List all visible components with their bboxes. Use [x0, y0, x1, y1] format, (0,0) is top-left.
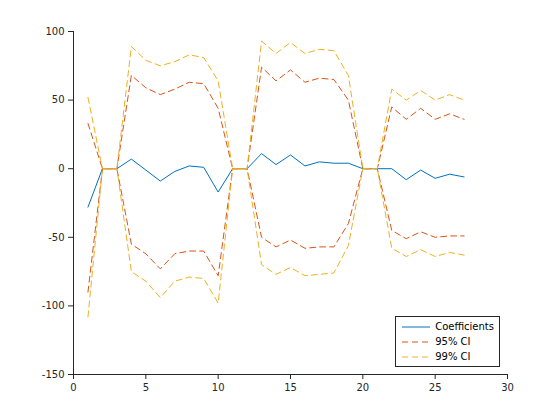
svg-text:30: 30: [501, 382, 514, 393]
svg-text:100: 100: [45, 26, 64, 37]
svg-text:5: 5: [143, 382, 149, 393]
svg-text:20: 20: [356, 382, 369, 393]
svg-text:25: 25: [429, 382, 442, 393]
html-text:Coefficients: Coefficients: [435, 321, 494, 332]
svg-text:50: 50: [52, 94, 65, 105]
html-text:95% CI: 95% CI: [435, 336, 471, 347]
svg-text:15: 15: [284, 382, 297, 393]
svg-text:0: 0: [58, 163, 64, 174]
svg-text:-100: -100: [42, 300, 65, 311]
svg-text:-150: -150: [42, 369, 65, 380]
svg-text:10: 10: [212, 382, 225, 393]
svg-text:-50: -50: [48, 232, 64, 243]
svg-text:0: 0: [70, 382, 76, 393]
html-text:99% CI: 99% CI: [435, 351, 471, 362]
